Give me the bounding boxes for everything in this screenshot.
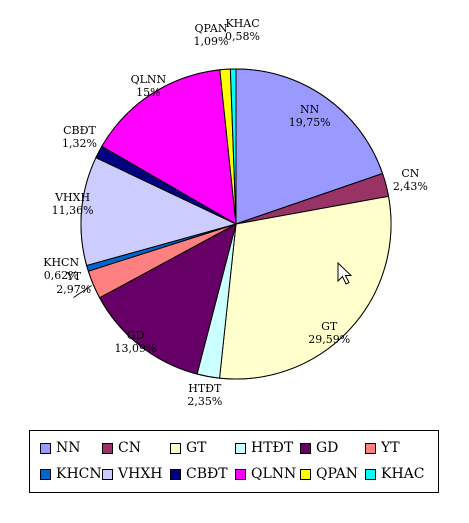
- legend-swatch: [102, 442, 113, 454]
- slice-label-khac: KHAC 0,58%: [225, 17, 260, 43]
- legend-label: CN: [118, 440, 141, 456]
- slice-label-nn: NN 19,75%: [289, 103, 331, 129]
- legend-item-htđt: HTĐT: [235, 440, 293, 456]
- slice-label-value: 2,35%: [187, 395, 223, 409]
- slice-label-qpan: QPAN 1,09%: [193, 22, 228, 48]
- slice-label-vhxh: VHXH 11,36%: [52, 191, 94, 217]
- slice-label-value: 15%: [136, 86, 161, 100]
- mouse-cursor-icon: [337, 261, 353, 291]
- slice-label-category: CBĐT: [63, 123, 96, 137]
- slice-label-khcn: KHCN 0,62%: [43, 256, 79, 282]
- legend-item-vhxh: VHXH: [102, 466, 163, 482]
- legend-label: KHAC: [381, 466, 425, 482]
- slice-label-cbđt: CBĐT 1,32%: [62, 124, 97, 150]
- slice-label-category: GD: [126, 329, 145, 343]
- legend-label: NN: [56, 440, 81, 456]
- legend-swatch: [300, 442, 311, 454]
- slice-label-htđt: HTĐT 2,35%: [187, 382, 222, 408]
- legend-label: GT: [186, 440, 207, 456]
- slice-label-value: 2,43%: [392, 180, 428, 194]
- legend-item-gd: GD: [300, 440, 338, 456]
- legend-item-khcn: KHCN: [40, 466, 102, 482]
- legend-swatch: [170, 442, 181, 454]
- legend-item-yt: YT: [365, 440, 400, 456]
- legend-swatch: [235, 468, 246, 480]
- slice-label-category: GT: [321, 319, 338, 333]
- pie-slice-qlnn: [101, 69, 237, 225]
- slice-label-value: 0,62%: [43, 269, 79, 283]
- legend-swatch: [170, 468, 181, 480]
- legend-item-khac: KHAC: [365, 466, 425, 482]
- pie-slice-khac: [229, 68, 237, 225]
- slice-label-category: KHCN: [43, 256, 80, 270]
- legend-item-cbđt: CBĐT: [170, 466, 228, 482]
- legend-item-qpan: QPAN: [300, 466, 358, 482]
- slice-label-category: QPAN: [194, 22, 228, 36]
- legend-item-cn: CN: [102, 440, 141, 456]
- legend-item-qlnn: QLNN: [235, 466, 296, 482]
- pie-slice-gd: [98, 223, 237, 375]
- legend-label: QPAN: [316, 466, 358, 482]
- slice-label-gd: GD 13,09%: [115, 329, 157, 355]
- legend-label: HTĐT: [251, 440, 294, 456]
- leader-line-yt: [73, 285, 92, 298]
- legend-swatch: [102, 468, 113, 480]
- slice-label-value: 2,97%: [56, 283, 92, 297]
- pie-slice-nn: [235, 68, 384, 225]
- legend: NN CN GT HTĐT GD YT KHCN VHXH CBĐT QLNN QPAN KHAC: [29, 430, 439, 493]
- slice-label-category: KHAC: [225, 17, 260, 31]
- slice-label-category: QLNN: [130, 73, 167, 87]
- slice-label-gt: GT 29,59%: [308, 320, 350, 346]
- slice-label-value: 1,32%: [62, 136, 97, 150]
- legend-item-nn: NN: [40, 440, 81, 456]
- legend-label: VHXH: [118, 466, 163, 482]
- legend-swatch: [40, 442, 51, 454]
- slice-label-value: 19,75%: [288, 116, 331, 130]
- legend-label: GD: [316, 440, 339, 456]
- slice-label-value: 1,09%: [193, 35, 229, 49]
- legend-swatch: [365, 468, 376, 480]
- slice-label-category: CN: [401, 167, 420, 181]
- legend-swatch: [365, 442, 376, 454]
- slice-label-category: NN: [300, 103, 320, 117]
- legend-swatch: [40, 468, 51, 480]
- slice-label-category: HTĐT: [188, 382, 222, 396]
- slice-label-value: 0,58%: [225, 30, 261, 44]
- slice-label-value: 29,59%: [308, 332, 351, 346]
- slice-label-cn: CN 2,43%: [393, 167, 428, 193]
- slice-label-category: VHXH: [55, 191, 91, 205]
- legend-label: QLNN: [251, 466, 297, 482]
- legend-label: YT: [381, 440, 400, 456]
- pie-slice-gt: [218, 195, 392, 380]
- pie-slice-vhxh: [80, 157, 238, 267]
- slice-label-qlnn: QLNN 15%: [131, 73, 167, 99]
- slice-label-value: 13,09%: [114, 342, 157, 356]
- legend-item-gt: GT: [170, 440, 207, 456]
- slice-label-yt: YT 2,97%: [56, 270, 91, 296]
- legend-label: CBĐT: [186, 466, 228, 482]
- slice-label-category: YT: [66, 270, 82, 284]
- legend-swatch: [300, 468, 311, 480]
- legend-label: KHCN: [56, 466, 102, 482]
- legend-swatch: [235, 442, 246, 454]
- slice-label-value: 11,36%: [51, 204, 94, 218]
